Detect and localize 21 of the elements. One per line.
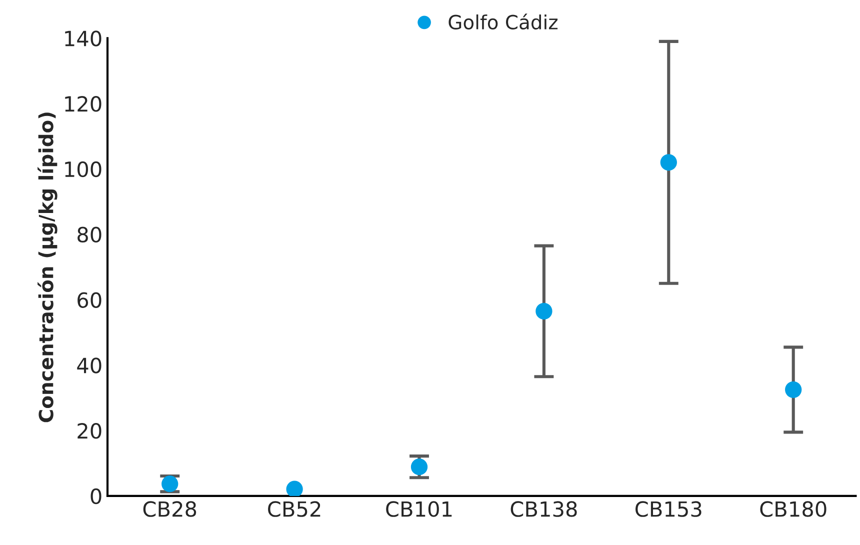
x-tick-label: CB138 <box>510 501 577 517</box>
y-tick-label: 60 <box>78 292 102 308</box>
x-tick-label: CB52 <box>268 501 320 517</box>
x-tick-label: CB28 <box>143 501 196 517</box>
y-tick-label: 20 <box>78 423 102 439</box>
y-tick-label: 80 <box>78 226 102 243</box>
y-tick-label: 100 <box>65 161 102 178</box>
y-tick-label: 140 <box>65 30 102 46</box>
y-tick-label: 0 <box>90 488 102 504</box>
point <box>286 480 303 496</box>
y-axis-title: Concentración (µg/kg lípido) <box>38 112 58 422</box>
y-tick-label: 120 <box>65 96 102 112</box>
y-tick-label: 40 <box>77 358 102 374</box>
point <box>536 302 552 320</box>
legend-label: Golfo Cádiz <box>448 14 558 30</box>
x-tick-label: CB153 <box>636 501 702 517</box>
x-tick-label: CB180 <box>760 501 826 517</box>
point <box>785 381 802 398</box>
point <box>410 458 428 476</box>
point <box>660 154 677 171</box>
x-tick-label: CB101 <box>386 501 452 517</box>
